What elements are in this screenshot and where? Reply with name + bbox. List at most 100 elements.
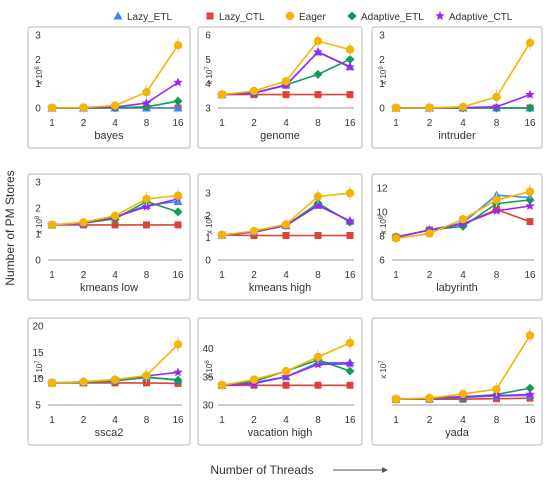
x-tick-label: 4 (112, 415, 118, 426)
y-tick-label: 30 (202, 401, 214, 412)
data-point (458, 389, 468, 399)
y-tick-label: 2 (35, 55, 41, 66)
data-point (345, 54, 355, 64)
x-tick-label: 16 (344, 415, 356, 426)
panel-title: kmeans low (80, 282, 138, 294)
data-point (173, 103, 183, 112)
data-point (249, 375, 259, 384)
data-point (141, 98, 152, 108)
x-tick-label: 2 (81, 415, 87, 426)
legend-marker-lazy-ctl (206, 12, 214, 20)
y-scale-label: x 109 (379, 66, 388, 85)
data-point (425, 103, 434, 112)
x-tick-label: 1 (219, 270, 225, 281)
data-point (143, 221, 150, 229)
x-tick-label: 16 (524, 118, 536, 129)
x-tick-label: 4 (112, 118, 118, 129)
series-eager (217, 186, 355, 240)
data-point (173, 41, 183, 50)
data-point (314, 381, 322, 389)
data-point (525, 89, 535, 99)
data-point (217, 381, 227, 390)
data-point (313, 36, 323, 46)
data-point (425, 393, 434, 403)
panel-title: vacation high (248, 427, 313, 439)
data-point (282, 381, 290, 389)
panel-title: bayes (94, 130, 124, 142)
legend-marker-adaptive-etl (347, 11, 357, 21)
data-point (345, 45, 355, 54)
panel-title: genome (260, 130, 300, 142)
data-point (345, 358, 355, 368)
data-point (345, 366, 355, 376)
y-tick-label: 6 (205, 31, 211, 42)
panel-frame (371, 173, 543, 301)
x-tick-label: 8 (315, 118, 321, 129)
y-tick-label: 0 (35, 256, 41, 267)
data-point (345, 338, 355, 348)
data-point (314, 91, 322, 99)
data-point (492, 385, 501, 394)
data-point (458, 102, 468, 111)
data-point (281, 371, 291, 381)
data-point (526, 218, 534, 226)
data-point (314, 231, 322, 239)
panel-ssca2: 1 2 4 8 16 5 10 15 20 x 107 ssca2 (27, 317, 191, 446)
x-tick-label: 1 (219, 415, 225, 426)
legend-item-eager[interactable]: Eager (285, 11, 327, 23)
y-scale-label: x 106 (379, 215, 388, 234)
panel-frame (371, 317, 543, 446)
legend-marker-eager (285, 11, 295, 21)
panel-title: intruder (438, 130, 476, 142)
x-tick-label: 2 (81, 118, 87, 129)
x-tick-label: 8 (494, 118, 500, 129)
xlabel-arrow (333, 467, 388, 473)
panel-vacation-high: 1 2 4 8 16 30 35 40 x 106 vacation high (197, 317, 363, 446)
data-point (79, 377, 88, 387)
y-scale-label: x 107 (205, 66, 214, 85)
data-point (313, 47, 323, 57)
x-tick-label: 4 (283, 415, 289, 426)
y-tick-label: 0 (35, 104, 41, 115)
y-tick-label: 3 (35, 31, 41, 42)
data-point (491, 101, 502, 111)
data-point (110, 101, 120, 110)
x-tick-label: 4 (283, 270, 289, 281)
legend-item-lazy-etl[interactable]: Lazy_ETL (113, 11, 173, 24)
y-scale-label: x 108 (35, 215, 44, 234)
y-tick-label: 2 (379, 55, 385, 66)
legend-marker-lazy-etl (113, 11, 123, 20)
y-tick-label: 12 (376, 184, 388, 195)
data-point (525, 195, 535, 205)
data-point (173, 340, 183, 349)
data-point (525, 389, 535, 399)
data-point (173, 96, 183, 106)
x-tick-label: 8 (315, 415, 321, 426)
data-point (346, 91, 354, 99)
y-tick-label: 40 (202, 344, 214, 355)
panel-frame (27, 26, 191, 149)
legend-item-lazy-ctl[interactable]: Lazy_CTL (206, 12, 266, 23)
x-tick-label: 1 (49, 415, 55, 426)
legend-item-adaptive-etl[interactable]: Adaptive_ETL (347, 11, 425, 24)
x-tick-label: 8 (144, 118, 150, 129)
legend: Lazy_ETL Lazy_CTL Eager Adaptive_ETL Adaptiv… (113, 11, 513, 24)
data-point (345, 188, 355, 198)
x-tick-label: 4 (112, 270, 118, 281)
y-tick-label: 0 (379, 104, 385, 115)
data-point (111, 221, 119, 229)
data-point (47, 220, 57, 230)
data-point (492, 92, 501, 102)
data-point (458, 215, 468, 224)
data-point (142, 87, 151, 97)
panel-frame (197, 317, 363, 446)
data-point (525, 383, 535, 393)
data-point (249, 86, 259, 96)
data-point (217, 230, 227, 240)
y-tick-label: 0 (205, 256, 211, 267)
y-tick-label: 1 (205, 233, 211, 244)
y-tick-label: 1 (35, 230, 41, 241)
legend-item-adaptive-ctl[interactable]: Adaptive_CTL (435, 11, 513, 23)
series-eager (391, 328, 535, 404)
